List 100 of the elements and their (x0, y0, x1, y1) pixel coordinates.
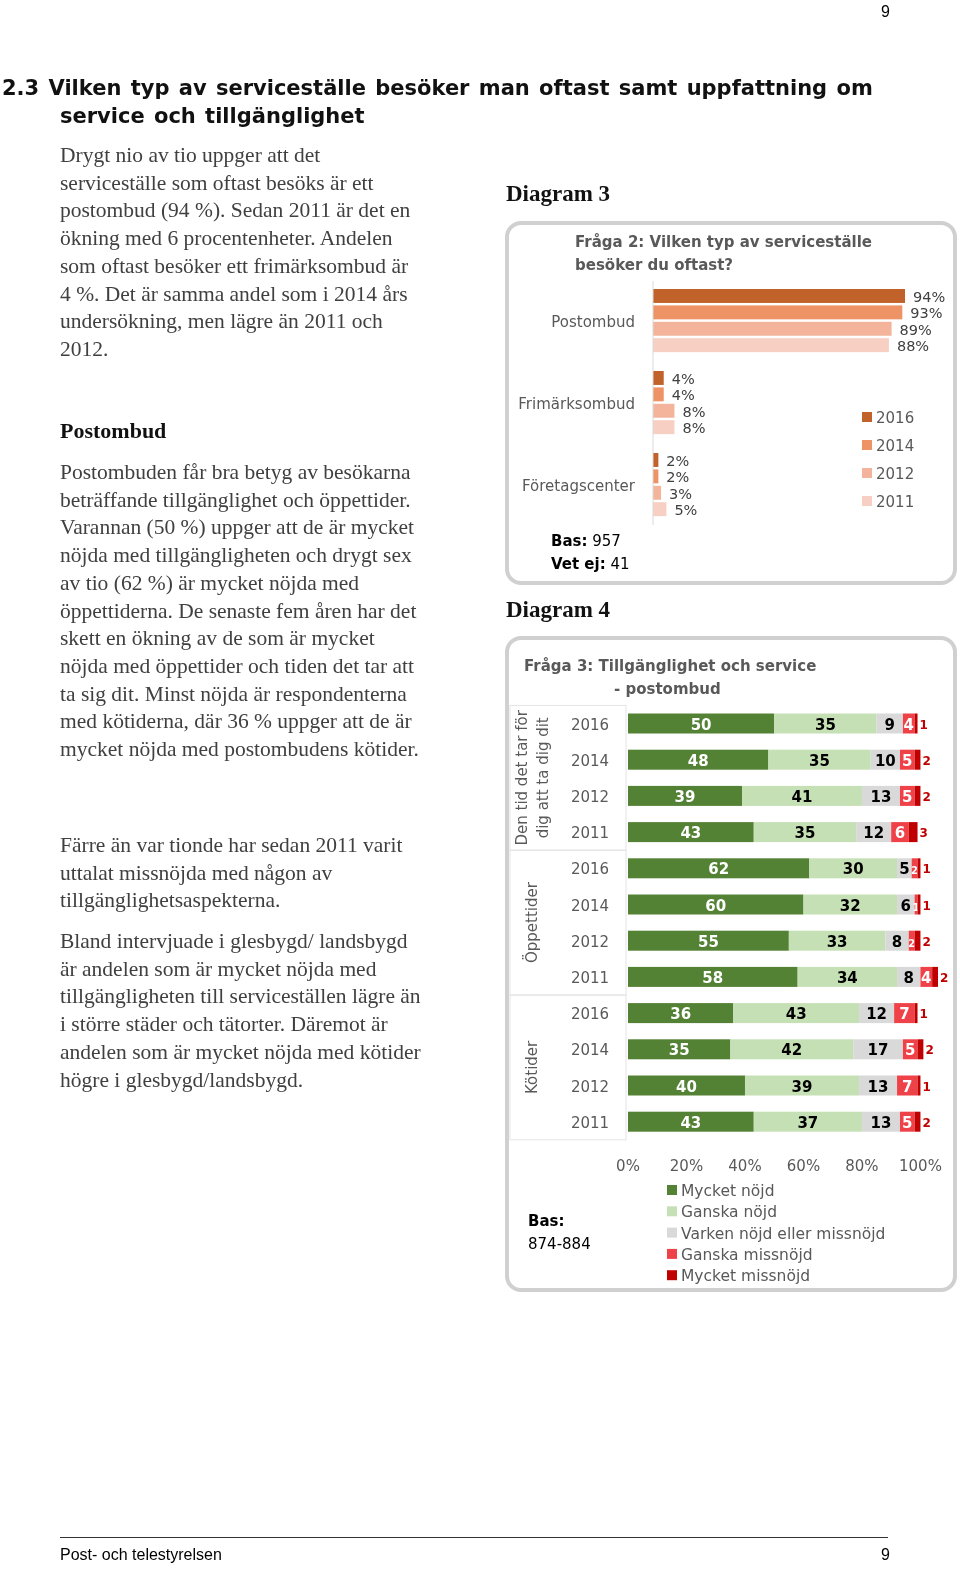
y-tick-label: 2012 (570, 932, 610, 951)
data-label: 5 (899, 860, 910, 879)
bar (908, 822, 918, 843)
text: Post- och telestyrelsen (60, 1545, 223, 1565)
x-tick-label: 100% (899, 1157, 942, 1175)
data-label: 5 (902, 751, 913, 770)
text: Den tid det tar för dig att ta dig dit (512, 709, 552, 846)
data-label: 3 (919, 826, 928, 841)
data-label: 8% (682, 420, 706, 437)
bar (774, 713, 877, 734)
text: 9 (880, 1545, 890, 1565)
data-label: 41 (791, 787, 813, 806)
bar (932, 966, 938, 987)
data-label: 1 (922, 862, 931, 877)
data-label: 37 (797, 1113, 819, 1132)
data-label: 13 (867, 1077, 889, 1096)
chart-title: Fråga 3: Tillgänglighet och service - postombud (524, 657, 817, 698)
legend-label: Mycket nöjd (681, 1182, 775, 1200)
data-label: 12 (866, 1005, 888, 1024)
text: Vet ej: 41 (551, 555, 630, 573)
bar (628, 894, 804, 915)
data-label: 1 (922, 1079, 931, 1094)
data-label: 35 (814, 715, 836, 734)
bar (753, 822, 857, 843)
text: Postombud (60, 417, 168, 445)
text: Öppettider (522, 881, 541, 964)
y-tick-label: 2016 (570, 860, 610, 879)
data-label: 2 (940, 970, 949, 985)
data-label: 12 (863, 824, 885, 843)
bar (809, 858, 898, 879)
data-label: 43 (680, 1113, 702, 1132)
data-label: 8 (903, 968, 914, 987)
y-tick-label: Företagscenter (521, 476, 636, 495)
bar (653, 321, 892, 336)
y-tick-label: Postombud (551, 312, 635, 331)
bar (628, 858, 810, 879)
data-label: 42 (781, 1041, 803, 1060)
data-label: 4% (671, 387, 695, 404)
y-tick-label: 2016 (570, 1005, 610, 1024)
data-label: 13 (870, 787, 892, 806)
legend-label: Ganska missnöjd (681, 1245, 813, 1264)
data-label: 48 (687, 751, 709, 770)
bar (788, 930, 886, 951)
bar (628, 713, 775, 734)
bar (742, 785, 862, 806)
data-label: 1 (919, 717, 928, 732)
bar (653, 387, 664, 402)
data-label: 7 (902, 1077, 913, 1096)
y-tick-label: 2011 (570, 1113, 610, 1132)
data-label: 1 (922, 898, 931, 913)
text: Drygt nio av tio uppger att det serviceställe som oftast besöks är ett postombud (94 %). Sedan 2011 är det en ökning med 6 procentenheter. Andelen som oftast besöker ett frimärksombud är 4 %. Det är samma andel som i 2014 års undersökning, men lägre än 2011 och 2012. (60, 142, 412, 363)
bar (653, 371, 664, 385)
y-tick-label: 2014 (570, 896, 610, 915)
chart-title: Fråga 2: Vilken typ av serviceställe besöker du oftast? (575, 233, 873, 274)
data-label: 6 (894, 824, 906, 843)
bar (768, 749, 871, 770)
y-tick-label: 2012 (570, 787, 610, 806)
bar (628, 1111, 754, 1132)
bar (744, 1075, 860, 1096)
bar (628, 1075, 745, 1096)
data-label: 2 (922, 1115, 931, 1130)
data-label: 9 (884, 715, 895, 734)
data-label: 4% (671, 370, 695, 387)
data-label: 93% (910, 305, 943, 322)
bar (653, 289, 905, 303)
bar (653, 305, 903, 320)
data-label: 62 (708, 860, 730, 879)
data-label: 30 (842, 860, 864, 879)
text: Bas: 874-884 (528, 1212, 591, 1253)
data-label: 33 (826, 932, 848, 951)
text: Kötider (523, 1039, 541, 1095)
data-label: 5 (902, 787, 913, 806)
data-label: 13 (870, 1113, 892, 1132)
y-tick-label: 2011 (570, 824, 610, 843)
text: Postombuden får bra betyg av besökarna beträffande tillgänglighet och öppettider. Varannan (50 %) uppger att de är mycket nöjda med tillgängligheten och drygt sex av tio (62 %) är mycket nöjda med öppettiderna. De senaste fem åren har det skett en ökning av de som är mycket nöjda med öppettider och tiden det tar att ta sig dit. Minst nöjda är respondenterna med kötiderna, där 36 % uppger att de är mycket nöjda med postombudens kötider. (60, 460, 419, 762)
text: Diagram 3 (506, 180, 612, 208)
bar (914, 713, 918, 734)
bar (653, 420, 675, 435)
data-label: 35 (668, 1041, 690, 1060)
data-label: 3% (669, 485, 693, 502)
bar (753, 1111, 862, 1132)
bar (628, 749, 769, 770)
y-tick-label: 2014 (570, 1041, 610, 1060)
x-tick-label: 40% (728, 1157, 762, 1175)
data-label: 7 (899, 1005, 910, 1024)
data-label: 94% (913, 288, 946, 305)
legend-label: 2011 (876, 493, 915, 511)
data-label: 36 (670, 1005, 692, 1024)
data-label: 58 (702, 968, 724, 987)
x-tick-label: 60% (786, 1157, 821, 1175)
data-label: 2 (922, 753, 931, 768)
data-label: 8% (682, 403, 706, 420)
bar (914, 1003, 918, 1024)
legend-label: 2012 (876, 465, 915, 483)
data-label: 2% (666, 469, 690, 486)
text: Bas: 957 (551, 532, 621, 550)
y-tick-label: 2014 (570, 751, 610, 770)
data-label: 43 (785, 1005, 807, 1024)
data-label: 5% (674, 502, 698, 519)
text: 2.3 Vilken typ av serviceställe besöker man oftast samt uppfattning om service och tillgänglighet (2, 75, 874, 130)
